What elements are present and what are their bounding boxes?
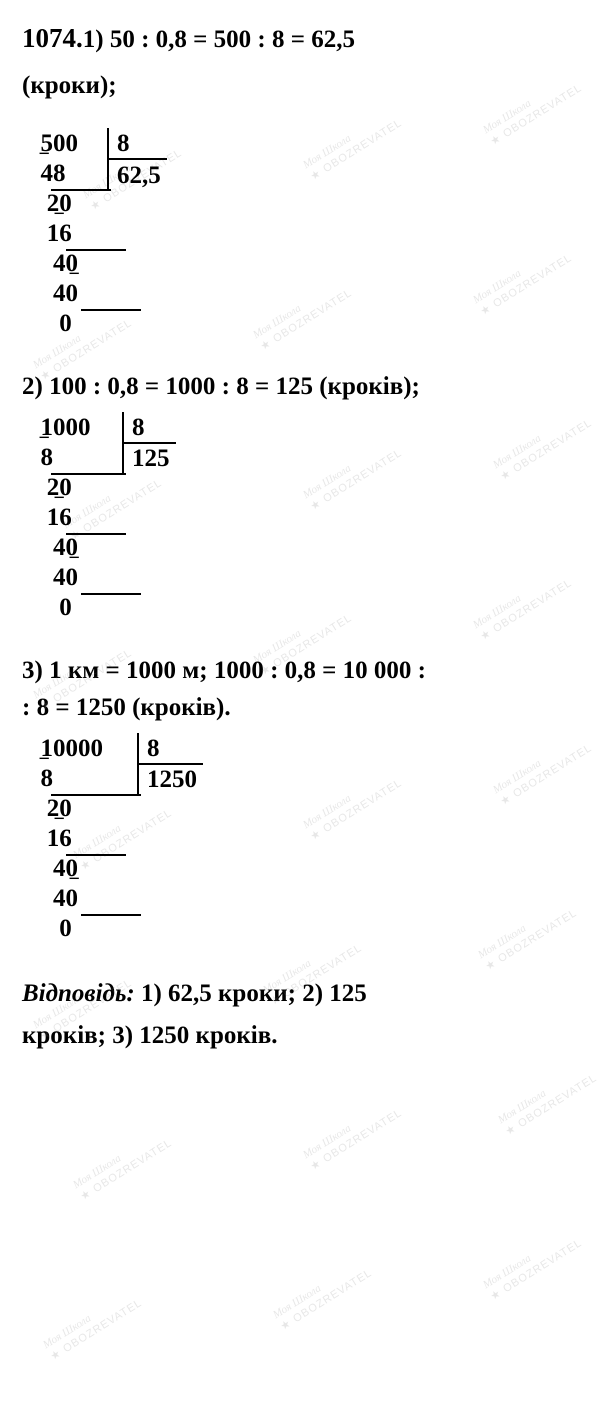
long-division-1: 862,5 500− 48 20− 16 40− 40 0 bbox=[28, 128, 590, 344]
minus-sign: − bbox=[54, 486, 65, 511]
minus-sign: − bbox=[69, 262, 80, 287]
part-2-equation: 2) 100 : 0,8 = 1000 : 8 = 125 (кроків); bbox=[22, 368, 590, 406]
quotient: 62,5 bbox=[109, 158, 167, 191]
division-step: 16 bbox=[28, 218, 590, 248]
division-step: 40 bbox=[28, 278, 590, 308]
part-3-equation-line1: 3) 1 км = 1000 м; 1000 : 0,8 = 10 000 : bbox=[22, 652, 590, 690]
step-rule bbox=[51, 189, 111, 191]
minus-sign: − bbox=[39, 747, 50, 772]
division-step: 40 bbox=[28, 883, 590, 913]
division-step: 20 bbox=[28, 472, 590, 502]
answer-text-1: 1) 62,5 кроки; 2) 125 bbox=[135, 980, 367, 1007]
division-step: 40 bbox=[28, 248, 590, 278]
long-division-3: 81250 10000− 8 20− 16 40− 40 0 bbox=[28, 733, 590, 949]
part-1-unit: (кроки); bbox=[22, 67, 590, 105]
answer-label: Відповідь: bbox=[22, 980, 135, 1007]
step-rule bbox=[66, 533, 126, 535]
division-step: 20 bbox=[28, 793, 590, 823]
step-rule bbox=[66, 249, 126, 251]
step-rule bbox=[51, 794, 141, 796]
division-step: 16 bbox=[28, 502, 590, 532]
answer-text-2: кроків; 3) 1250 кроків. bbox=[22, 1015, 590, 1058]
division-step: 1000 bbox=[28, 412, 590, 442]
answer-block: Відповідь: 1) 62,5 кроки; 2) 125 bbox=[22, 973, 590, 1016]
minus-sign: − bbox=[69, 867, 80, 892]
minus-sign: − bbox=[69, 546, 80, 571]
division-step: 16 bbox=[28, 823, 590, 853]
watermark: Моя Школа ★ OBOZREVATEL bbox=[70, 1124, 175, 1204]
division-step: 10000 bbox=[28, 733, 590, 763]
problem-number: 1074. bbox=[22, 23, 83, 53]
part-1-equation: 1074.1) 50 : 0,8 = 500 : 8 = 62,5 bbox=[22, 18, 590, 59]
step-rule bbox=[51, 473, 126, 475]
divisor: 8 bbox=[124, 412, 176, 442]
step-rule bbox=[81, 309, 141, 311]
divisor: 8 bbox=[109, 128, 167, 158]
minus-sign: − bbox=[39, 142, 50, 167]
watermark: Моя Школа ★ OBOZREVATEL bbox=[495, 1059, 600, 1139]
step-rule bbox=[81, 593, 141, 595]
part-3-equation-line2: : 8 = 1250 (кроків). bbox=[22, 689, 590, 727]
long-division-2: 8125 1000− 8 20− 16 40− 40 0 bbox=[28, 412, 590, 628]
watermark: Моя Школа ★ OBOZREVATEL bbox=[40, 1284, 145, 1364]
watermark: Моя Школа ★ OBOZREVATEL bbox=[270, 1254, 375, 1334]
minus-sign: − bbox=[54, 202, 65, 227]
division-step: 40 bbox=[28, 853, 590, 883]
division-step: 40 bbox=[28, 532, 590, 562]
step-rule bbox=[81, 914, 141, 916]
minus-sign: − bbox=[39, 426, 50, 451]
division-step: 8 bbox=[28, 763, 590, 793]
watermark: Моя Школа ★ OBOZREVATEL bbox=[300, 1094, 405, 1174]
divisor: 8 bbox=[139, 733, 203, 763]
quotient: 1250 bbox=[139, 763, 203, 796]
minus-sign: − bbox=[54, 807, 65, 832]
division-step: 0 bbox=[28, 308, 590, 338]
step-rule bbox=[66, 854, 126, 856]
division-step: 8 bbox=[28, 442, 590, 472]
division-step: 0 bbox=[28, 592, 590, 622]
quotient: 125 bbox=[124, 442, 176, 475]
division-step: 20 bbox=[28, 188, 590, 218]
division-step: 40 bbox=[28, 562, 590, 592]
division-step: 0 bbox=[28, 913, 590, 943]
watermark: Моя Школа ★ OBOZREVATEL bbox=[480, 1224, 585, 1304]
